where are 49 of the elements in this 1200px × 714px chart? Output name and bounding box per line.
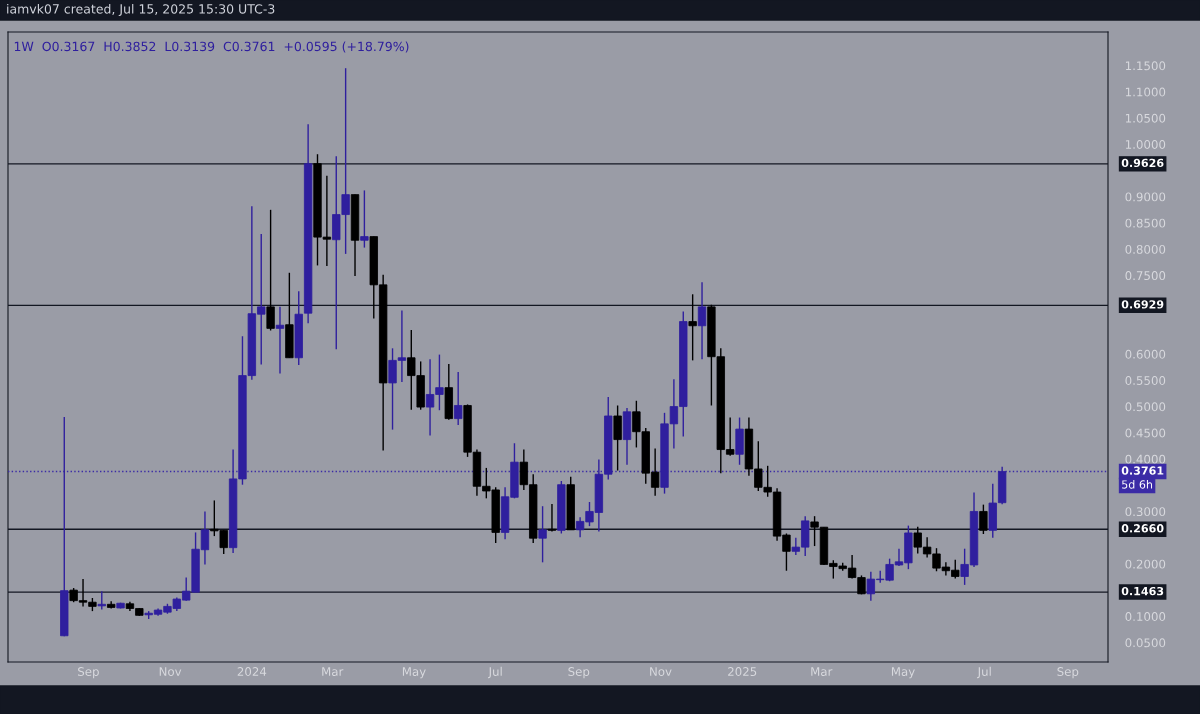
y-tick-label: 0.1000: [1125, 612, 1166, 622]
candlestick: [275, 306, 285, 375]
x-tick-label: May: [891, 667, 915, 679]
ref-line-label: 0.9626: [1121, 158, 1164, 168]
candlestick: [688, 293, 697, 362]
text: 1W O0.3167 H0.3852 L0.3139 C0.3761 +0.0595 (+18.79%): [14, 41, 409, 53]
y-tick-label: 0.9000: [1125, 192, 1166, 202]
y-tick-label: 0.5000: [1125, 402, 1166, 412]
x-tick-label: Sep: [1057, 667, 1079, 679]
y-tick-label: 0.5500: [1125, 376, 1166, 385]
x-tick-label: 2024: [237, 667, 267, 676]
y-tick-label: 1.0000: [1125, 139, 1166, 149]
y-tick-label: 0.4500: [1125, 428, 1166, 438]
x-tick-label: Mar: [811, 667, 833, 676]
y-tick-label: 0.3000: [1125, 507, 1166, 517]
candlestick: [538, 505, 547, 564]
x-tick-label: 2025: [728, 667, 757, 676]
candlestick: [97, 590, 106, 611]
x-tick-label: Sep: [568, 667, 590, 679]
y-tick-label: 1.1000: [1125, 87, 1166, 97]
y-tick-label: 1.0500: [1125, 113, 1166, 123]
x-tick-label: Nov: [650, 667, 672, 676]
ref-line-label: 0.2660: [1121, 524, 1164, 533]
ref-line-label: 0.1463: [1121, 586, 1164, 596]
candlestick: [360, 189, 369, 249]
y-tick-label: 0.0500: [1125, 638, 1166, 648]
candlestick: [613, 404, 622, 472]
x-tick-label: Sep: [78, 667, 99, 679]
x-tick-label: Mar: [322, 667, 344, 676]
y-tick-label: 0.2000: [1125, 559, 1166, 569]
candlestick: [979, 503, 988, 535]
y-tick-label: 0.4000: [1125, 454, 1166, 464]
y-tick-label: 0.6000: [1125, 349, 1166, 359]
x-tick-label: Nov: [159, 667, 182, 676]
ref-line-label: 0.3761: [1121, 466, 1164, 475]
y-tick-label: 1.1500: [1125, 61, 1166, 71]
y-tick-label: 0.7500: [1125, 271, 1166, 281]
y-tick-label: 0.8000: [1125, 244, 1166, 254]
candlestick: [266, 209, 275, 332]
text: iamvk07 created, Jul 15, 2025 15:30 UTC-3: [7, 3, 275, 16]
ref-line-label: 0.6929: [1121, 300, 1164, 309]
candlestick: [547, 503, 557, 533]
candlestick: [697, 281, 707, 361]
x-tick-label: Jul: [977, 666, 991, 679]
x-tick-label: Jul: [487, 666, 502, 679]
y-tick-label: 0.8500: [1125, 218, 1166, 228]
text: 5d 6h: [1122, 480, 1153, 489]
x-tick-label: May: [402, 667, 426, 679]
candlestick: [454, 371, 463, 426]
